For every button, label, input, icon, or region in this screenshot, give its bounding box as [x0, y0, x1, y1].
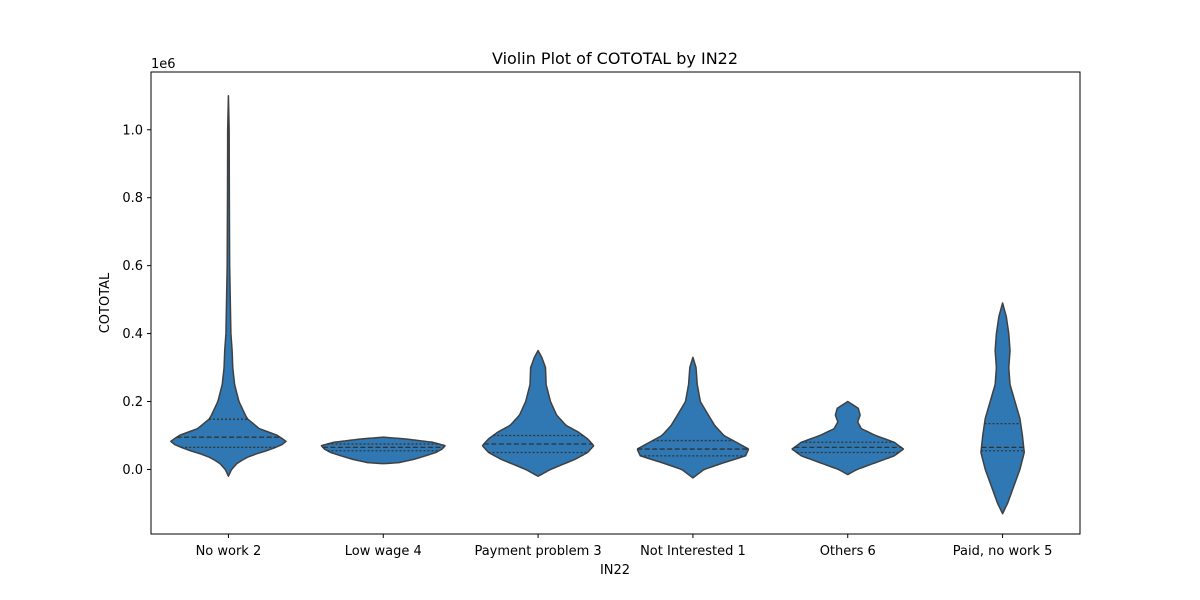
x-tick-label: Not Interested 1: [640, 544, 746, 559]
violin-body: [636, 356, 750, 479]
violin-body: [980, 302, 1025, 515]
y-tick-label: 0.2: [122, 395, 143, 410]
y-tick-label: 0.6: [122, 259, 143, 274]
x-axis: No work 2 Low wage 4 Payment problem 3 Not …: [196, 534, 1053, 559]
violin-body: [170, 95, 287, 477]
x-tick-label: No work 2: [196, 544, 262, 559]
violin-body: [791, 400, 905, 476]
violin-body: [481, 349, 595, 477]
y-offset-label: 1e6: [151, 57, 176, 72]
y-axis: 0.0 0.2 0.4 0.6 0.8 1.0: [122, 123, 151, 478]
chart-title: Violin Plot of COTOTAL by IN22: [492, 49, 738, 68]
x-tick-label: Paid, no work 5: [953, 544, 1053, 559]
y-tick-label: 0.0: [122, 463, 143, 478]
x-tick-label: Low wage 4: [345, 544, 422, 559]
y-axis-label: COTOTAL: [98, 272, 113, 333]
plot-frame: [150, 71, 1081, 535]
y-tick-label: 0.8: [122, 191, 143, 206]
x-tick-label: Payment problem 3: [474, 544, 601, 559]
y-tick-label: 0.4: [122, 327, 143, 342]
x-axis-label: IN22: [600, 563, 630, 578]
y-tick-label: 1.0: [122, 123, 143, 138]
x-tick-label: Others 6: [820, 544, 876, 559]
violins-layer: [170, 95, 1025, 515]
